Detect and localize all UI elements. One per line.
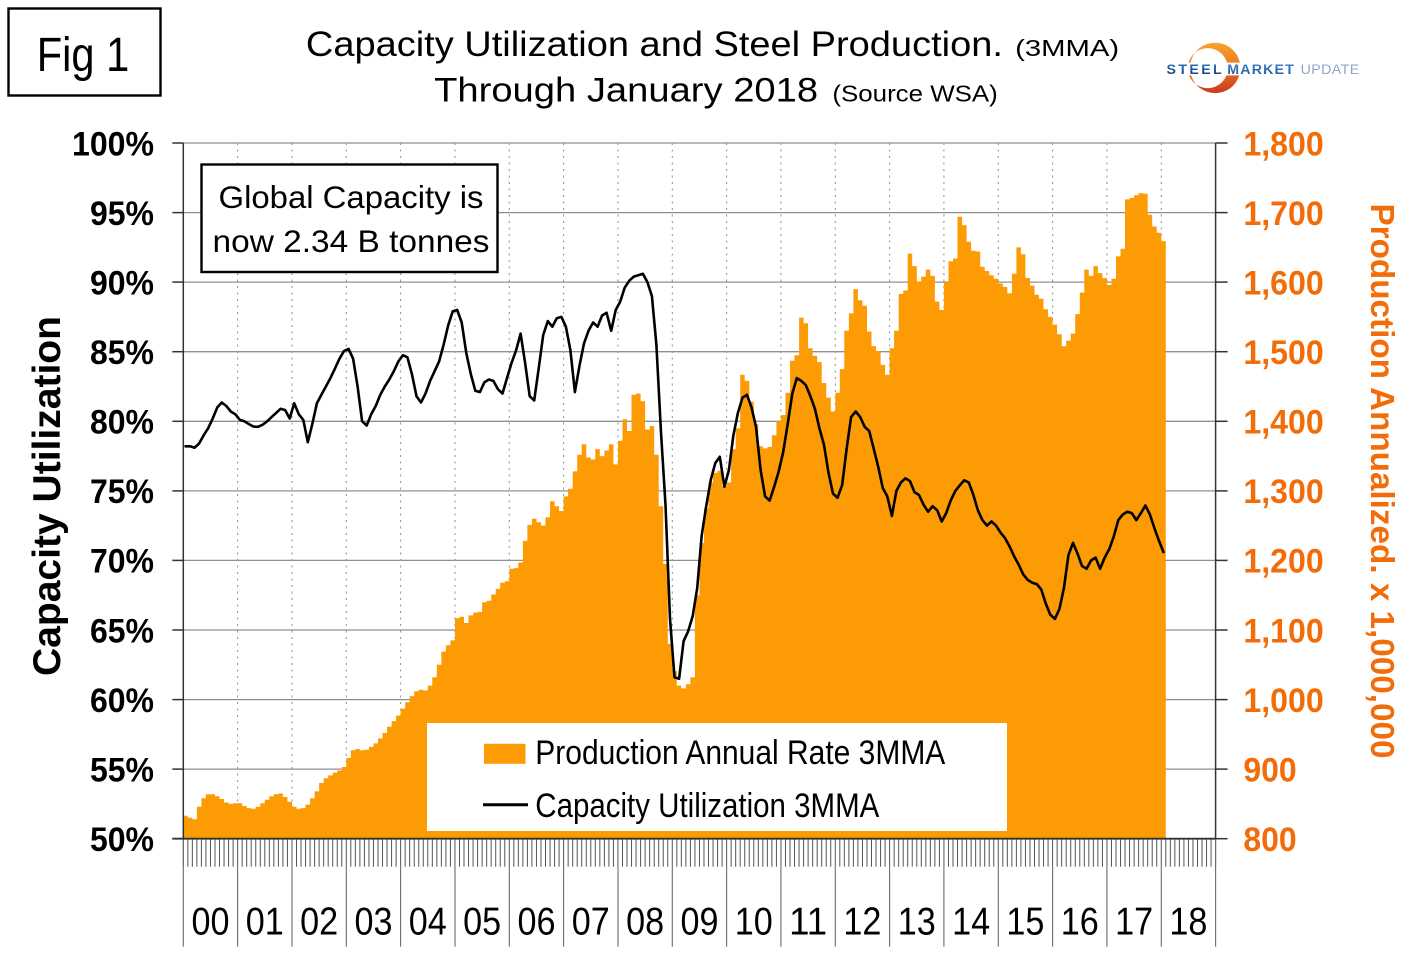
svg-text:14: 14 <box>952 901 990 944</box>
svg-text:(Source WSA): (Source WSA) <box>832 81 997 107</box>
svg-text:800: 800 <box>1243 821 1296 859</box>
svg-text:17: 17 <box>1115 901 1153 944</box>
svg-text:1,600: 1,600 <box>1243 264 1323 302</box>
svg-text:13: 13 <box>898 901 936 944</box>
svg-text:1,500: 1,500 <box>1243 334 1323 372</box>
svg-text:1,400: 1,400 <box>1243 404 1323 442</box>
svg-text:75%: 75% <box>90 473 154 511</box>
svg-text:90%: 90% <box>90 264 154 302</box>
svg-text:16: 16 <box>1061 901 1099 944</box>
svg-text:Capacity Utilization and Steel: Capacity Utilization and Steel Productio… <box>306 25 1003 64</box>
svg-text:(3MMA): (3MMA) <box>1015 35 1119 61</box>
svg-text:900: 900 <box>1243 751 1296 789</box>
svg-text:18: 18 <box>1169 901 1207 944</box>
svg-text:08: 08 <box>626 901 664 944</box>
svg-text:80%: 80% <box>90 404 154 442</box>
svg-text:1,700: 1,700 <box>1243 195 1323 233</box>
svg-text:1,200: 1,200 <box>1243 543 1323 581</box>
svg-text:55%: 55% <box>90 751 154 789</box>
svg-text:Production Annual Rate 3MMA: Production Annual Rate 3MMA <box>535 734 945 772</box>
svg-text:MARKET: MARKET <box>1227 62 1294 78</box>
svg-text:100%: 100% <box>72 125 154 163</box>
svg-text:50%: 50% <box>90 821 154 859</box>
svg-text:10: 10 <box>735 901 773 944</box>
svg-text:now 2.34 B tonnes: now 2.34 B tonnes <box>213 223 490 259</box>
svg-text:Capacity Utilization 3MMA: Capacity Utilization 3MMA <box>535 787 879 825</box>
svg-text:Production Annualized. x 1,000: Production Annualized. x 1,000,000 <box>1364 204 1401 759</box>
svg-text:65%: 65% <box>90 612 154 650</box>
svg-text:Global Capacity is: Global Capacity is <box>219 179 484 215</box>
svg-text:15: 15 <box>1006 901 1044 944</box>
svg-text:05: 05 <box>463 901 501 944</box>
svg-text:06: 06 <box>518 901 556 944</box>
svg-text:STEEL: STEEL <box>1167 62 1223 78</box>
svg-text:1,000: 1,000 <box>1243 682 1323 720</box>
svg-text:Fig 1: Fig 1 <box>37 29 130 82</box>
svg-text:1,300: 1,300 <box>1243 473 1323 511</box>
svg-text:00: 00 <box>192 901 230 944</box>
svg-text:02: 02 <box>300 901 338 944</box>
svg-text:Through January 2018: Through January 2018 <box>434 72 818 110</box>
svg-text:04: 04 <box>409 901 447 944</box>
svg-text:1,100: 1,100 <box>1243 612 1323 650</box>
svg-text:03: 03 <box>355 901 393 944</box>
svg-text:01: 01 <box>246 901 284 944</box>
svg-text:85%: 85% <box>90 334 154 372</box>
svg-text:09: 09 <box>681 901 719 944</box>
svg-text:UPDATE: UPDATE <box>1301 62 1360 78</box>
svg-text:1,800: 1,800 <box>1243 125 1323 163</box>
svg-text:07: 07 <box>572 901 610 944</box>
svg-text:70%: 70% <box>90 543 154 581</box>
svg-text:Capacity Utilization: Capacity Utilization <box>26 316 69 676</box>
svg-text:12: 12 <box>843 901 881 944</box>
svg-text:11: 11 <box>789 901 827 944</box>
svg-text:60%: 60% <box>90 682 154 720</box>
svg-text:95%: 95% <box>90 195 154 233</box>
